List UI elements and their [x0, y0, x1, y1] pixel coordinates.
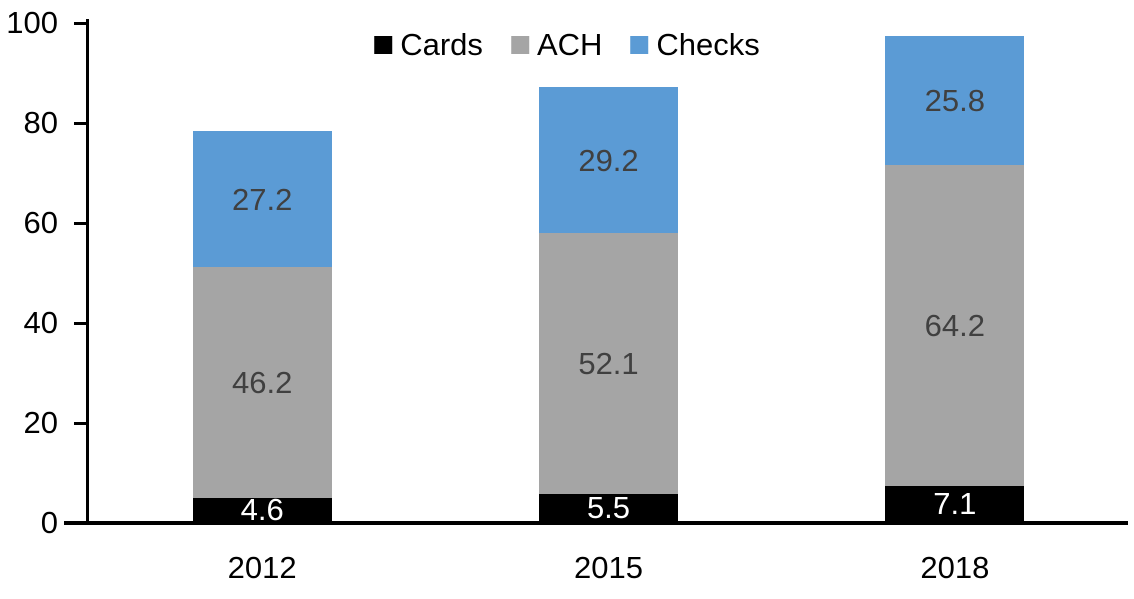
- bar-value-label: 25.8: [924, 82, 985, 118]
- legend-item-ach: ACH: [510, 27, 603, 63]
- bar-segment-cards: 4.6: [192, 494, 332, 525]
- y-axis-tick: [74, 21, 86, 25]
- y-axis-tick: [74, 221, 86, 225]
- bar-value-label: 27.2: [231, 181, 293, 217]
- bar-segment-ach: 46.2: [192, 267, 332, 498]
- legend-swatch-cards: [374, 36, 393, 54]
- x-tick-label-2018: 2018: [920, 550, 990, 585]
- legend-item-cards: Cards: [374, 27, 483, 63]
- bar-value-label: 4.6: [240, 492, 284, 527]
- y-tick-label: 0: [40, 505, 58, 540]
- bar-value-label: 46.2: [231, 365, 293, 400]
- y-axis-tick: [74, 421, 86, 425]
- bar-value-label: 52.1: [578, 345, 639, 381]
- y-axis-tick: [74, 321, 86, 325]
- bar-value-label: 29.2: [578, 142, 639, 178]
- bar-2015: 29.2 52.1 5.5: [539, 87, 678, 525]
- legend-item-checks: Checks: [630, 27, 760, 63]
- x-axis-line: [64, 521, 1128, 525]
- bar-value-label: 5.5: [586, 489, 631, 525]
- y-tick-label: 40: [23, 305, 58, 340]
- x-tick-label-2012: 2012: [227, 550, 297, 585]
- x-tick-label-2015: 2015: [574, 550, 643, 585]
- chart-legend: Cards ACH Checks: [374, 26, 760, 64]
- y-tick-label: 100: [6, 5, 58, 40]
- legend-label: Checks: [656, 27, 760, 62]
- y-axis-line: [86, 19, 89, 525]
- bar-segment-checks: 25.8: [885, 35, 1025, 165]
- y-tick-label: 80: [23, 105, 58, 140]
- bar-segment-checks: 27.2: [192, 131, 332, 267]
- bar-segment-checks: 29.2: [539, 87, 678, 233]
- bar-segment-ach: 52.1: [539, 233, 678, 494]
- y-axis-tick: [74, 121, 86, 125]
- legend-swatch-ach: [510, 36, 529, 54]
- legend-label: Cards: [400, 27, 483, 62]
- y-tick-label: 60: [23, 205, 58, 240]
- bar-segment-cards: 5.5: [539, 489, 678, 525]
- bar-segment-ach: 64.2: [885, 164, 1025, 486]
- bar-segment-cards: 7.1: [885, 485, 1025, 521]
- y-tick-label: 20: [23, 405, 58, 440]
- legend-swatch-checks: [630, 36, 649, 54]
- bar-value-label: 7.1: [933, 485, 977, 521]
- bar-value-label: 64.2: [924, 307, 985, 343]
- bar-2018: 25.8 64.2 7.1: [885, 35, 1025, 521]
- legend-label: ACH: [536, 27, 603, 62]
- bar-2012: 27.2 46.2 4.6: [192, 131, 332, 525]
